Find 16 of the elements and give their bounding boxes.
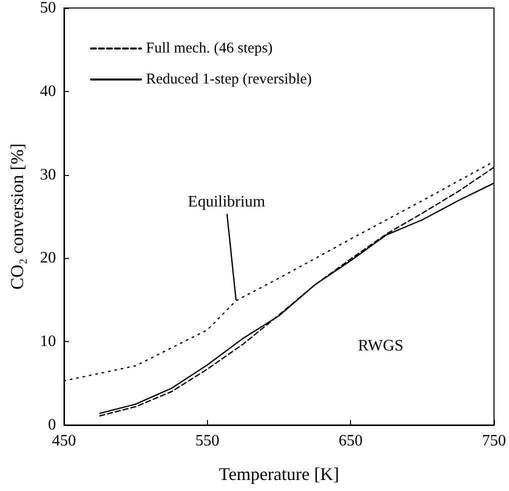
y-tick-label: 0 xyxy=(48,416,56,434)
y-tick-label: 30 xyxy=(40,166,56,184)
y-tick-label: 20 xyxy=(40,250,56,267)
x-tick-label: 750 xyxy=(482,432,506,450)
annotation: RWGS xyxy=(358,338,404,354)
x-tick-label: 550 xyxy=(195,432,220,450)
y-tick-label: 50 xyxy=(40,0,56,16)
legend-label: Reduced 1-step (reversible) xyxy=(146,72,312,88)
legend-label: Full mech. (46 steps) xyxy=(146,40,273,56)
x-tick-label: 650 xyxy=(338,432,363,450)
y-tick-label: 10 xyxy=(40,333,56,350)
y-tick-label: 40 xyxy=(40,82,56,100)
x-axis-title: Temperature [K] xyxy=(218,464,340,484)
x-tick-label: 450 xyxy=(52,432,76,450)
y-axis-title: CO₂ conversion [%] xyxy=(7,143,27,290)
annotation: Equilibrium xyxy=(188,193,266,210)
